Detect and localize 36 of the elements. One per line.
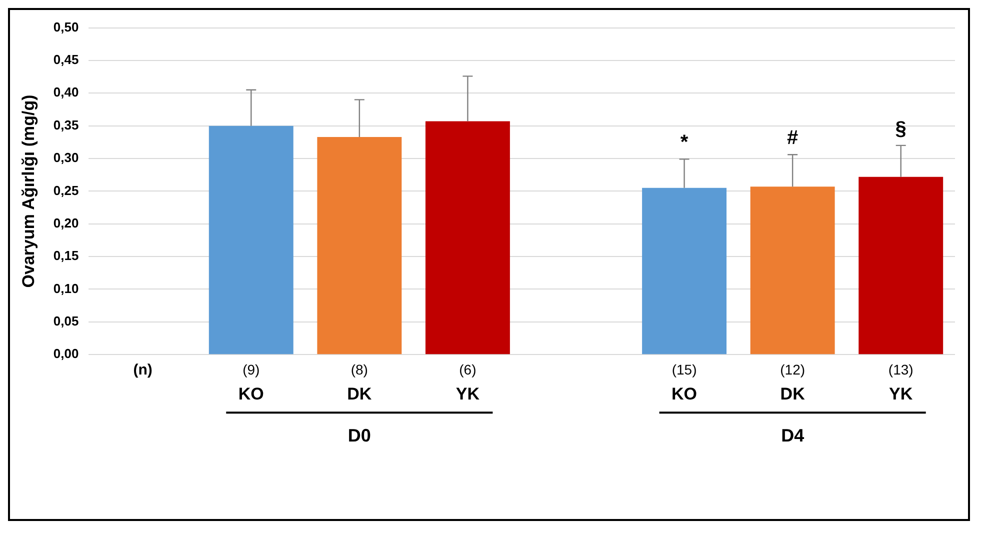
- bar: [642, 188, 727, 354]
- y-tick-label: 0,00: [53, 346, 79, 362]
- y-tick-label: 0,20: [53, 215, 79, 230]
- text: (9): [242, 361, 260, 378]
- data-label: *: [680, 132, 688, 154]
- text: (12): [780, 361, 806, 378]
- y-tick-label: 0,50: [53, 19, 79, 34]
- x-tick-label: KO: [672, 384, 698, 404]
- y-axis-title: Ovaryum Ağırlığı (mg/g): [18, 94, 38, 288]
- x-tick-label: DK: [780, 384, 806, 404]
- y-tick-label: 0,05: [53, 314, 79, 328]
- text: (8): [350, 361, 368, 378]
- x-tick-label: YK: [456, 384, 480, 404]
- text: D4: [781, 426, 804, 446]
- bar: [425, 121, 510, 354]
- text: (n): [133, 362, 152, 379]
- data-label: §: [895, 118, 906, 140]
- text: (15): [672, 361, 697, 378]
- y-tick-label: 0,40: [53, 84, 79, 100]
- y-tick-label: 0,45: [53, 52, 79, 68]
- text: (6): [459, 361, 476, 378]
- x-tick-label: DK: [347, 384, 372, 404]
- bar: [858, 176, 944, 354]
- bar: [208, 126, 294, 354]
- text: (13): [888, 361, 914, 378]
- data-label: #: [787, 127, 798, 150]
- y-tick-label: 0,30: [53, 150, 79, 166]
- y-tick-label: 0,35: [53, 117, 79, 132]
- x-tick-label: YK: [889, 384, 914, 404]
- bar: [317, 136, 402, 354]
- text: D0: [348, 426, 371, 446]
- y-tick-label: 0,10: [53, 280, 79, 296]
- x-tick-label: KO: [238, 384, 264, 404]
- y-tick-label: 0,15: [53, 248, 79, 264]
- y-tick-label: 0,25: [53, 182, 79, 198]
- bar: [750, 186, 835, 354]
